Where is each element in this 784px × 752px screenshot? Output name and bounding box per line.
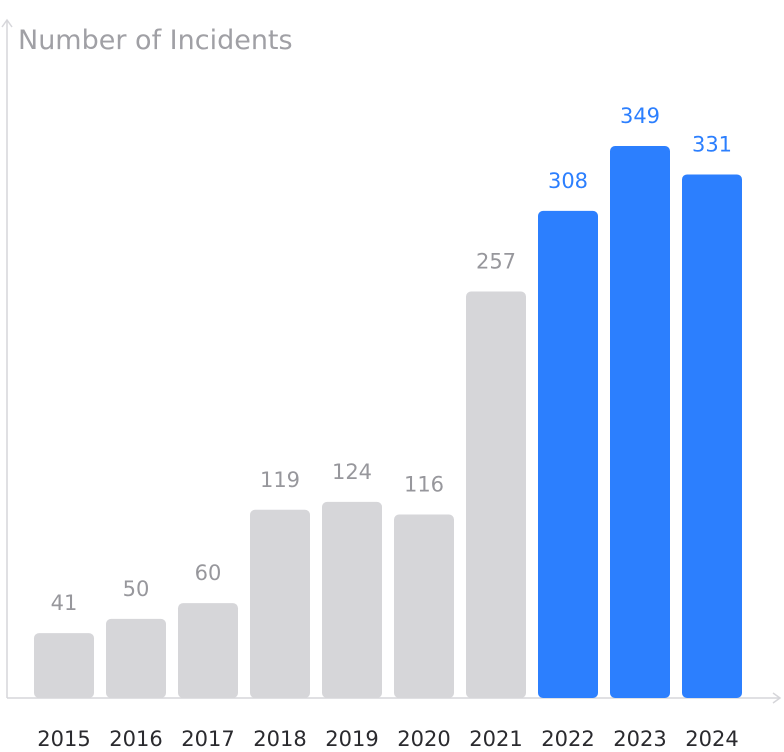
bar-2022: [538, 210, 598, 698]
y-axis-label: Number of Incidents: [18, 25, 293, 56]
value-label-2018: 119: [260, 468, 300, 492]
x-axis-arrow: [772, 692, 782, 704]
x-tick-label-2024: 2024: [685, 727, 738, 751]
x-tick-labels-group: 2015 2016 2017 2018 2019 2020 2021 2022 2023 2024: [37, 727, 738, 751]
value-label-2023: 349: [620, 104, 660, 128]
x-tick-label-2021: 2021: [469, 727, 522, 751]
bar-2016: [106, 618, 166, 698]
bar-2017: [178, 603, 238, 698]
x-tick-label-2018: 2018: [253, 727, 306, 751]
bar-2023: [610, 146, 670, 698]
x-tick-label-2022: 2022: [541, 727, 594, 751]
x-tick-label-2016: 2016: [109, 727, 162, 751]
bar-2015: [34, 633, 94, 698]
value-label-2015: 41: [51, 591, 78, 615]
value-labels-group: 41 50 60 119 124 116 257 308 349 331: [51, 104, 732, 615]
x-tick-label-2017: 2017: [181, 727, 234, 751]
bar-2021: [466, 291, 526, 698]
value-label-2020: 116: [404, 473, 444, 497]
bar-2024: [682, 174, 742, 698]
x-tick-label-2015: 2015: [37, 727, 90, 751]
value-label-2024: 331: [692, 132, 732, 156]
bar-2018: [250, 509, 310, 698]
x-tick-label-2020: 2020: [397, 727, 450, 751]
value-label-2017: 60: [195, 561, 222, 585]
bar-2019: [322, 501, 382, 698]
x-tick-label-2019: 2019: [325, 727, 378, 751]
value-label-2022: 308: [548, 169, 588, 193]
value-label-2016: 50: [123, 577, 150, 601]
x-tick-label-2023: 2023: [613, 727, 666, 751]
value-label-2021: 257: [476, 250, 516, 274]
bar-2020: [394, 514, 454, 698]
value-label-2019: 124: [332, 460, 372, 484]
y-axis-arrow: [1, 18, 13, 28]
bars-group: [34, 146, 742, 698]
